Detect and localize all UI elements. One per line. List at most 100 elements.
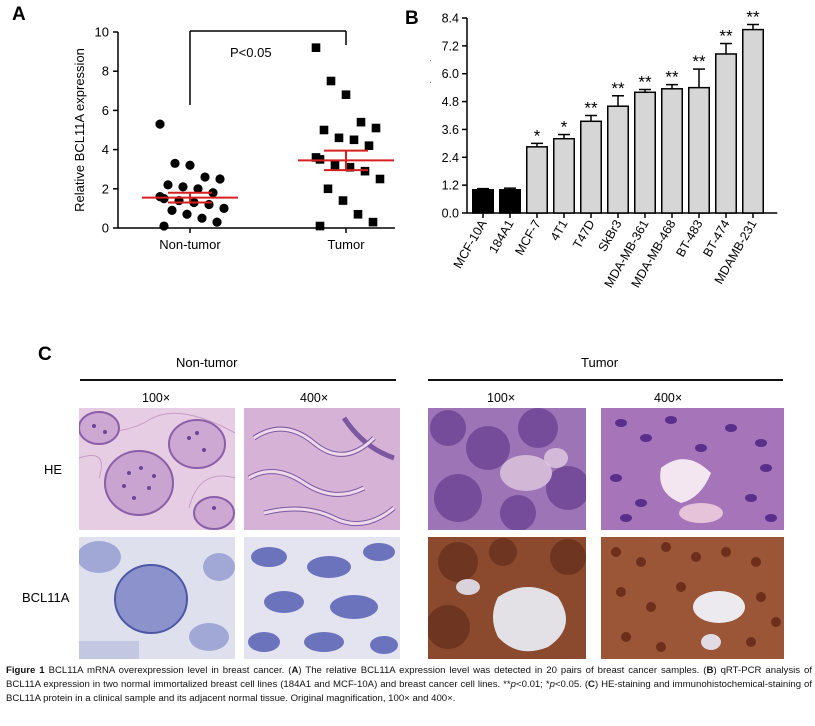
b-bar xyxy=(688,86,710,214)
b-bar xyxy=(634,91,656,214)
caption-text: <0.05. ( xyxy=(554,679,589,690)
b-y-tick-label: 1.2 xyxy=(442,179,459,193)
a-point xyxy=(197,213,207,223)
b-x-tick-label: T47D xyxy=(570,218,597,251)
a-point xyxy=(349,135,359,145)
b-significance: ** xyxy=(692,52,706,71)
row-label-he: HE xyxy=(44,462,63,477)
a-y-tick-label: 10 xyxy=(95,25,109,40)
b-bar xyxy=(553,137,575,214)
a-point xyxy=(212,217,222,227)
b-x-tick-label: MCF-7 xyxy=(512,217,543,257)
b-y-tick-label: 4.8 xyxy=(442,95,459,109)
micrograph-ihc-tumor-100x xyxy=(428,537,586,659)
a-point xyxy=(182,209,192,219)
a-point xyxy=(371,123,381,133)
a-point xyxy=(356,117,366,127)
panel-label-c: C xyxy=(38,344,52,365)
panel-label-b: B xyxy=(405,8,419,29)
micrograph-he-tumor-100x xyxy=(428,408,586,530)
mag-label: 400× xyxy=(300,391,329,405)
group-line-tumor xyxy=(428,379,783,381)
micrograph-ihc-tumor-400x xyxy=(601,537,784,659)
b-y-tick-label: 8.4 xyxy=(442,12,459,26)
b-bar xyxy=(661,88,683,214)
a-x-tick-label: Tumor xyxy=(327,237,365,252)
b-bar xyxy=(526,146,548,214)
caption-text: ) The relative BCL11A expression level w… xyxy=(298,665,707,676)
caption-ref-b: B xyxy=(706,665,714,676)
b-significance: ** xyxy=(638,73,652,92)
figure-caption: Figure 1 BCL11A mRNA overexpression leve… xyxy=(6,664,812,706)
a-point xyxy=(319,125,329,135)
b-significance: ** xyxy=(611,79,625,98)
mag-label: 100× xyxy=(487,391,516,405)
a-point xyxy=(368,217,378,227)
scatter-chart-a: Relative BCL11A expression P<0.05 0 2 4 6 8 1… xyxy=(72,25,395,252)
b-y-tick-label: 7.2 xyxy=(442,39,459,53)
a-ylabel: Relative BCL11A expression xyxy=(72,48,87,212)
caption-ref-c: C xyxy=(588,679,595,690)
b-bar xyxy=(742,28,764,214)
group-line-non-tumor xyxy=(80,379,396,381)
a-point xyxy=(200,172,210,182)
a-point xyxy=(170,158,180,168)
b-significance: ** xyxy=(584,99,598,118)
caption-p: p xyxy=(549,679,555,690)
a-point xyxy=(185,160,195,170)
a-y-tick-label: 0 xyxy=(102,221,109,236)
a-point xyxy=(193,184,203,194)
micrograph-ihc-nontumor-400x xyxy=(244,537,400,659)
b-significance: ** xyxy=(746,8,760,27)
a-point xyxy=(345,162,355,172)
a-point xyxy=(163,180,173,190)
a-point xyxy=(315,221,325,231)
b-x-tick-label: SkBr3 xyxy=(595,217,624,254)
a-point xyxy=(167,205,177,215)
b-significance: * xyxy=(534,126,541,145)
a-x-tick-label: Non-tumor xyxy=(159,237,221,252)
b-y-tick-label: 2.4 xyxy=(442,151,459,165)
b-significance: ** xyxy=(719,27,733,46)
panel-label-a: A xyxy=(12,4,26,25)
a-point xyxy=(330,160,340,170)
b-ylabel: BCL11A mRNA (fold) xyxy=(430,57,431,173)
a-point xyxy=(208,188,218,198)
b-significance: * xyxy=(561,118,568,137)
group-header-tumor: Tumor xyxy=(581,355,619,370)
b-x-tick-label: 4T1 xyxy=(548,217,571,243)
a-y-tick-label: 8 xyxy=(102,64,109,79)
micrograph-he-nontumor-100x xyxy=(79,408,235,530)
caption-p: p xyxy=(510,679,516,690)
a-y-tick-label: 2 xyxy=(102,181,109,196)
a-y-tick-label: 6 xyxy=(102,103,109,118)
b-y-tick-label: 3.6 xyxy=(442,123,459,137)
micrograph-ihc-nontumor-100x xyxy=(79,537,235,659)
a-pvalue-annotation: P<0.05 xyxy=(230,45,272,60)
a-point xyxy=(364,141,374,150)
b-y-tick-label: 0.0 xyxy=(442,207,459,221)
a-point xyxy=(334,133,344,143)
bar-chart-b: BCL11A mRNA (fold) 0.0 1.2 2.4 3.6 4.8 6.0 7.2… xyxy=(430,8,778,290)
a-point xyxy=(155,119,165,129)
a-point xyxy=(159,221,169,231)
a-point xyxy=(215,174,225,184)
caption-figure-label: Figure 1 xyxy=(6,665,45,676)
group-header-non-tumor: Non-tumor xyxy=(176,355,238,370)
a-point xyxy=(178,182,188,192)
a-point xyxy=(311,43,321,52)
caption-ref-a: A xyxy=(291,665,299,676)
b-x-tick-label: MCF-10A xyxy=(451,217,490,271)
b-bar xyxy=(715,53,737,214)
b-y-tick-label: 6.0 xyxy=(442,67,459,81)
b-bar xyxy=(607,105,629,214)
a-point xyxy=(326,76,336,86)
a-point xyxy=(375,174,385,184)
a-point xyxy=(338,196,348,205)
micrograph-he-nontumor-400x xyxy=(244,408,400,530)
a-point xyxy=(323,184,333,194)
micrograph-he-tumor-400x xyxy=(601,408,784,530)
caption-text: <0.01; * xyxy=(515,679,550,690)
b-bar xyxy=(472,189,494,214)
a-point xyxy=(204,199,214,210)
